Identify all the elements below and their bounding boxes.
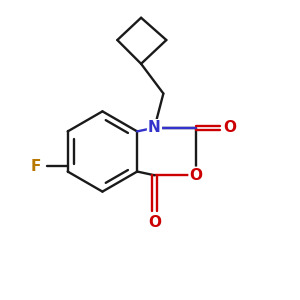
- Text: N: N: [148, 120, 161, 135]
- Text: O: O: [190, 168, 202, 183]
- Text: O: O: [148, 215, 161, 230]
- Text: F: F: [31, 159, 41, 174]
- Text: O: O: [223, 120, 236, 135]
